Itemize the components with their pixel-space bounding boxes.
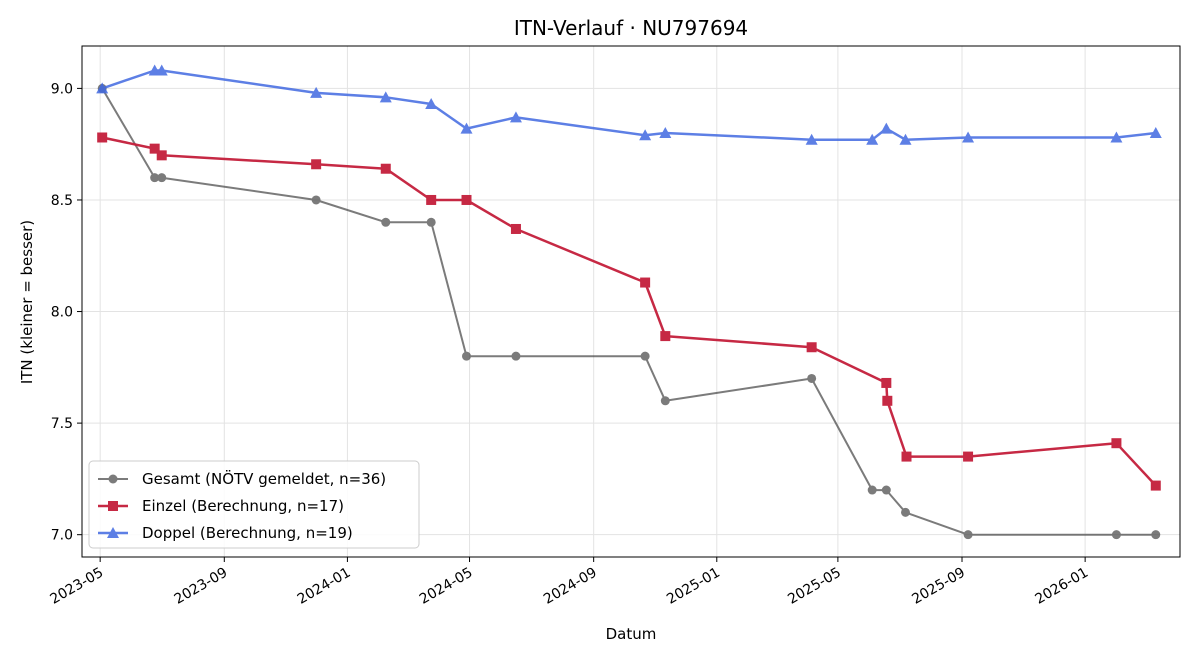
data-point [156,150,167,161]
data-point [310,86,323,98]
data-point [379,91,392,103]
legend-marker [108,474,118,484]
series-layer [96,64,1162,540]
legend-swatch [98,474,128,484]
data-point [640,277,651,288]
data-point [1111,438,1122,449]
data-point [867,485,877,495]
plot-frame [81,45,1181,558]
data-point [881,377,892,388]
data-point [882,395,893,406]
legend-label: Doppel (Berechnung, n=19) [142,524,353,542]
data-point [881,485,891,495]
data-point [660,331,671,342]
data-point [381,217,391,227]
data-point [96,82,109,94]
data-point [805,133,818,145]
data-point [880,122,893,134]
data-point [157,173,167,183]
legend-marker [108,501,118,511]
data-point [461,194,472,205]
y-tick-label: 7.5 [51,416,73,432]
y-tick-label: 7.0 [51,528,73,544]
data-point [511,351,521,361]
legend-label: Einzel (Berechnung, n=17) [142,497,344,515]
data-point [1111,530,1121,540]
chart-title: ITN-Verlauf · NU797694 [514,16,748,40]
legend-marker [107,527,119,538]
legend-swatch [98,501,128,511]
series-square [97,132,1161,491]
data-point [460,122,473,134]
legend-label: Gesamt (NÖTV gemeldet, n=36) [142,469,386,488]
y-tick-label: 8.0 [51,305,73,321]
series-circle [97,83,1161,540]
data-point [1149,127,1162,139]
data-point [462,351,472,361]
data-point [1150,480,1161,491]
data-point [640,351,650,361]
data-point [509,111,522,123]
y-axis-title: ITN (kleiner = besser) [18,220,36,384]
legend-box [88,460,420,549]
series-triangle [96,64,1162,145]
data-point [807,373,817,383]
data-point [660,396,670,406]
data-point [962,131,975,143]
y-tick-label: 8.5 [51,193,73,209]
data-point [901,451,912,462]
data-point [150,173,160,183]
data-point [866,133,879,145]
legend: Gesamt (NÖTV gemeldet, n=36) Einzel (Bere… [88,460,420,549]
y-tick-label: 9.0 [51,81,73,97]
data-point [1110,131,1123,143]
data-point [380,163,391,174]
data-point [149,143,160,154]
data-point [1151,530,1161,540]
grid [82,46,1180,557]
x-axis-title: Datum [606,625,657,643]
data-point [311,159,322,170]
data-point [639,129,652,141]
data-point [425,98,438,110]
data-point [510,223,521,234]
data-point [659,127,672,139]
data-point [311,195,321,205]
legend-swatch [98,527,128,538]
data-point [426,217,436,227]
data-point [155,64,168,76]
data-point [963,530,973,540]
data-point [97,132,108,143]
data-point [963,451,974,462]
data-point [899,133,912,145]
data-point [426,194,437,205]
data-point [901,507,910,517]
data-point [806,342,817,353]
